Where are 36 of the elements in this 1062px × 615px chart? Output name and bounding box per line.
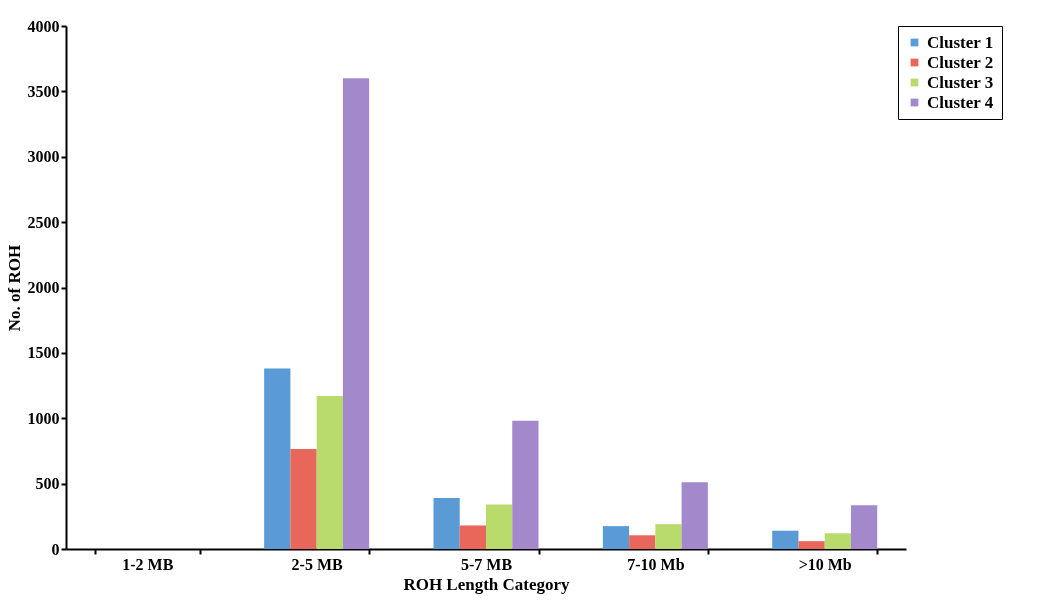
bar <box>486 504 513 549</box>
y-axis-title: No. of ROH <box>4 244 24 332</box>
bar <box>798 541 825 549</box>
x-tick-label: 5-7 MB <box>460 555 513 573</box>
bar <box>655 524 682 549</box>
bar <box>850 505 878 549</box>
bar <box>433 498 460 549</box>
legend-label: Cluster 4 <box>927 92 994 112</box>
x-tick-label: 2-5 MB <box>291 555 344 573</box>
y-tick-label: 2500 <box>27 213 60 231</box>
y-tick-label: 500 <box>35 475 60 493</box>
y-tick-label: 4000 <box>27 17 60 35</box>
bar <box>824 533 851 549</box>
bar <box>316 396 343 549</box>
y-tick-label: 0 <box>51 540 60 558</box>
y-tick-label: 3000 <box>27 148 60 166</box>
bar <box>602 526 630 549</box>
bar <box>264 368 291 549</box>
y-tick-label: 3500 <box>27 82 60 100</box>
bar <box>772 530 799 549</box>
bar <box>629 535 656 549</box>
y-tick-label: 2000 <box>27 279 60 296</box>
x-tick-label: 1-2 MB <box>122 555 174 573</box>
x-tick-label: >10 Mb <box>798 555 852 573</box>
bar <box>459 525 486 549</box>
x-axis-title: ROH Length Category <box>403 574 571 594</box>
bar <box>342 78 370 549</box>
y-tick-label: 1500 <box>27 344 60 362</box>
legend-label: Cluster 2 <box>927 52 994 72</box>
bar <box>290 448 317 549</box>
bar <box>512 420 539 549</box>
x-tick-label: 7-10 Mb <box>627 555 685 573</box>
legend-label: Cluster 1 <box>927 32 994 52</box>
bar <box>681 482 708 549</box>
y-tick-label: 1000 <box>27 409 60 427</box>
legend-label: Cluster 3 <box>927 72 994 92</box>
